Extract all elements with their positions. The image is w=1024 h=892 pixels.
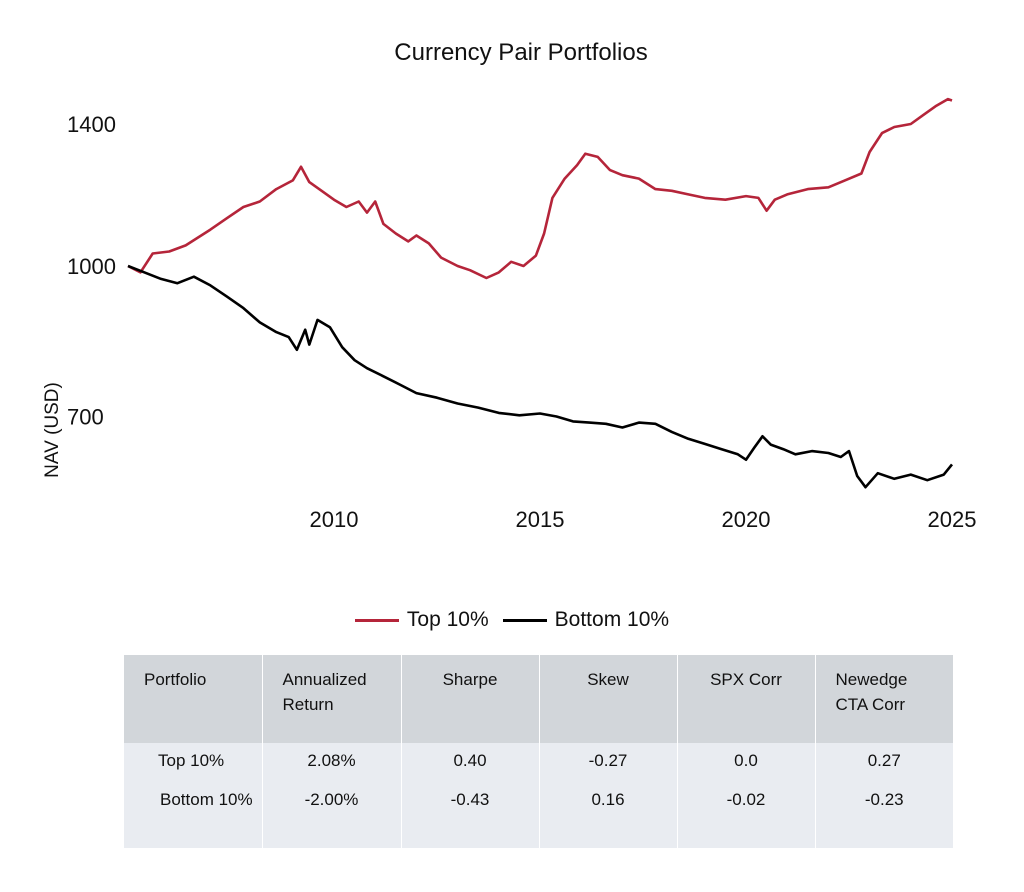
table-header-spx-corr: SPX Corr [677, 655, 816, 743]
x-tick-label: 2015 [516, 507, 565, 532]
table-header-annualized-return: Annualized Return [262, 655, 402, 743]
table-cell-sharpe: 0.40 [401, 743, 540, 782]
table-header-newedge-cta-corr: Newedge CTA Corr [815, 655, 953, 743]
x-tick-label: 2020 [722, 507, 771, 532]
x-tick-label: 2025 [928, 507, 977, 532]
table-cell-skew: -0.27 [539, 743, 678, 782]
table-row: Top 10% 2.08% 0.40 -0.27 0.0 0.27 [124, 743, 953, 782]
legend-swatch-bottom [502, 618, 547, 622]
table-header-row: Portfolio Annualized Return Sharpe Skew … [124, 655, 953, 743]
table-header-portfolio: Portfolio [124, 655, 263, 743]
series-line-bottom-10 [127, 264, 954, 489]
portfolio-stats-table: Portfolio Annualized Return Sharpe Skew … [124, 655, 953, 848]
y-tick-label: 1000 [67, 254, 116, 279]
table-cell-newedge-cta-corr: 0.27 [815, 743, 953, 782]
table-cell-annualized-return: -2.00% [262, 782, 402, 848]
legend-item-bottom: Bottom 10% [502, 608, 670, 632]
legend-swatch-top [354, 618, 399, 622]
y-tick-label: 1400 [67, 112, 116, 137]
table-header-skew: Skew [539, 655, 678, 743]
table-cell-newedge-cta-corr: -0.23 [815, 782, 953, 848]
legend-label-top: Top 10% [406, 608, 489, 631]
table-cell-portfolio: Top 10% [124, 743, 263, 782]
series-line-top-10 [127, 97, 953, 280]
legend-label-bottom: Bottom 10% [554, 608, 670, 631]
table-cell-annualized-return: 2.08% [262, 743, 402, 782]
table-cell-skew: 0.16 [539, 782, 678, 848]
table-cell-spx-corr: -0.02 [677, 782, 816, 848]
table-cell-spx-corr: 0.0 [677, 743, 816, 782]
chart-title: Currency Pair Portfolios [394, 39, 647, 66]
x-tick-label: 2010 [310, 507, 359, 532]
x-tick-labels: 2010 2015 2020 2025 [310, 507, 977, 532]
table-row: Bottom 10% -2.00% -0.43 0.16 -0.02 -0.23 [124, 782, 953, 848]
series-lines [127, 97, 954, 489]
y-tick-labels: 700 1000 1400 [67, 112, 116, 430]
y-axis-label: NAV (USD) [42, 382, 63, 478]
y-tick-label: 700 [67, 405, 104, 430]
chart-legend: Top 10% Bottom 10% [0, 608, 1024, 632]
table-cell-portfolio: Bottom 10% [124, 782, 263, 848]
table-cell-sharpe: -0.43 [401, 782, 540, 848]
nav-line-chart: Currency Pair Portfolios NAV (USD) 700 10… [42, 39, 977, 532]
legend-item-top: Top 10% [354, 608, 489, 632]
table-header-sharpe: Sharpe [401, 655, 540, 743]
